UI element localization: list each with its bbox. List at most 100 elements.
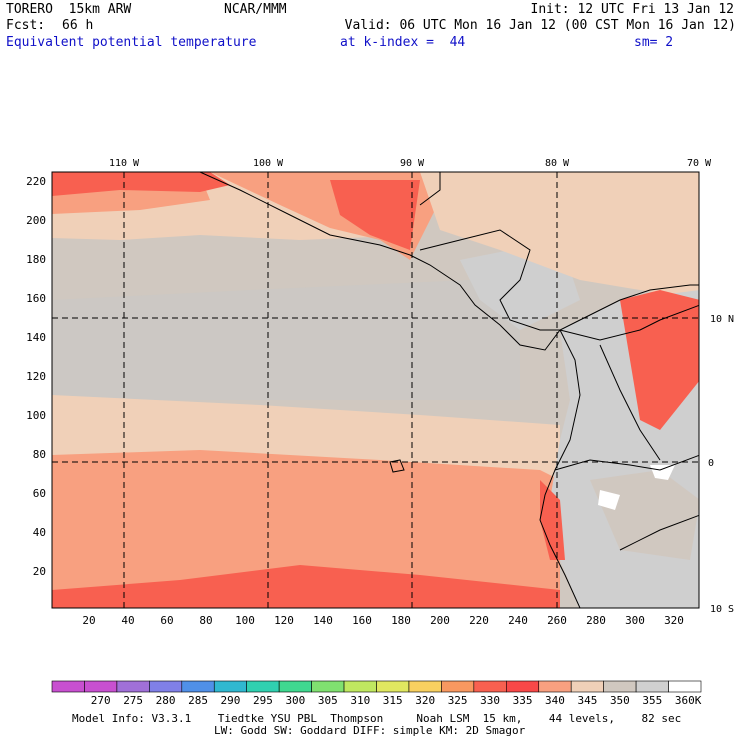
colorbar-swatch bbox=[376, 680, 410, 693]
valid-time: Valid: 06 UTC Mon 16 Jan 12 (00 CST Mon … bbox=[344, 18, 736, 33]
field-grey-amazon bbox=[590, 470, 699, 560]
coastline-south-america-west bbox=[539, 329, 581, 608]
colorbar-swatch bbox=[51, 680, 85, 693]
x-index-ticks: 20 40 60 80 100 120 140 160 180 200 220 … bbox=[82, 614, 684, 627]
graticule bbox=[52, 172, 699, 608]
colorbar-label: 315 bbox=[382, 694, 403, 707]
colorbar-swatch bbox=[408, 680, 442, 693]
colorbar-swatch bbox=[603, 680, 637, 693]
y-tick: 140 bbox=[26, 331, 46, 344]
colorbar-label: 340 bbox=[545, 694, 565, 707]
y-tick: 220 bbox=[26, 175, 46, 188]
colorbar-swatch bbox=[343, 680, 377, 693]
y-tick: 40 bbox=[33, 526, 46, 539]
coastlines bbox=[199, 172, 699, 608]
colorbar-swatch bbox=[570, 680, 604, 693]
field-red-south bbox=[52, 565, 560, 608]
field-white-patch-2 bbox=[650, 465, 675, 480]
model-title: TORERO 15km ARW bbox=[6, 2, 132, 17]
lat-label-0: 0 bbox=[708, 458, 714, 469]
map-frame bbox=[51, 171, 700, 609]
lat-label-10n: 10 N bbox=[710, 314, 734, 325]
y-tick: 80 bbox=[33, 448, 46, 461]
colorbar-label: 360 bbox=[674, 694, 695, 707]
colorbar bbox=[51, 680, 702, 693]
colorbar-swatch bbox=[538, 680, 572, 693]
coastline-pacific-central-america bbox=[199, 172, 699, 351]
colorbar-swatch bbox=[668, 680, 702, 693]
colorbar-swatch bbox=[213, 680, 248, 693]
colorbar-label: 275 bbox=[123, 694, 144, 707]
x-tick: 80 bbox=[199, 614, 212, 627]
x-tick: 20 bbox=[82, 614, 95, 627]
lon-label-90w: 90 W bbox=[400, 158, 425, 169]
y-tick: 200 bbox=[26, 214, 46, 227]
colorbar-swatch bbox=[505, 680, 540, 693]
colorbar-label: 310 bbox=[350, 694, 371, 707]
colorbar-swatch bbox=[311, 680, 345, 693]
field-peach-caribbean bbox=[420, 172, 699, 300]
level-label: at k-index = 44 bbox=[340, 35, 466, 50]
colorbar-swatch bbox=[84, 680, 118, 693]
border-colombia-ecuador bbox=[599, 344, 661, 461]
colorbar-swatch bbox=[278, 680, 312, 693]
forecast-hour: 66 h bbox=[62, 18, 94, 33]
coastline-yucatan bbox=[419, 172, 441, 206]
x-tick: 280 bbox=[586, 614, 606, 627]
colorbar-unit: K bbox=[694, 694, 702, 707]
field-salmon-south bbox=[52, 450, 560, 608]
lat-labels: 10 N 0 10 S bbox=[708, 314, 734, 615]
colorbar-swatch bbox=[116, 680, 150, 693]
field-name: Equivalent potential temperature bbox=[6, 35, 257, 50]
lon-label-80w: 80 W bbox=[545, 158, 570, 169]
x-tick: 120 bbox=[274, 614, 294, 627]
y-tick: 160 bbox=[26, 292, 46, 305]
colorbar-label: 325 bbox=[447, 694, 468, 707]
x-tick: 320 bbox=[664, 614, 684, 627]
colorbar-label: 350 bbox=[609, 694, 630, 707]
colorbar-label: 355 bbox=[642, 694, 663, 707]
colorbar-label: 305 bbox=[317, 694, 338, 707]
x-tick: 40 bbox=[121, 614, 134, 627]
border-peru-brazil bbox=[619, 514, 699, 551]
x-tick: 160 bbox=[352, 614, 372, 627]
model-info-line1: Model Info: V3.3.1 Tiedtke YSU PBL Thomp… bbox=[72, 712, 682, 725]
y-index-ticks: 220 200 180 160 140 120 100 80 60 40 20 bbox=[26, 175, 46, 578]
field-red-guatemala bbox=[330, 180, 420, 250]
border-colombia-venezuela bbox=[559, 304, 699, 341]
lon-label-100w: 100 W bbox=[253, 158, 284, 169]
y-tick: 100 bbox=[26, 409, 46, 422]
x-tick: 200 bbox=[430, 614, 450, 627]
y-tick: 60 bbox=[33, 487, 46, 500]
org-label: NCAR/MMM bbox=[224, 2, 287, 17]
x-tick: 180 bbox=[391, 614, 411, 627]
y-tick: 120 bbox=[26, 370, 46, 383]
colorbar-label: 295 bbox=[252, 694, 273, 707]
map-field bbox=[52, 172, 699, 608]
init-time: Init: 12 UTC Fri 13 Jan 12 bbox=[530, 2, 735, 17]
colorbar-label: 335 bbox=[512, 694, 533, 707]
x-tick: 140 bbox=[313, 614, 333, 627]
x-tick: 300 bbox=[625, 614, 645, 627]
lon-label-110w: 110 W bbox=[109, 158, 140, 169]
colorbar-swatch bbox=[441, 680, 475, 693]
colorbar-label: 330 bbox=[480, 694, 500, 707]
colorbar-swatch bbox=[246, 680, 280, 693]
x-tick: 240 bbox=[508, 614, 528, 627]
y-tick: 20 bbox=[33, 565, 46, 578]
colorbar-label: 280 bbox=[155, 694, 176, 707]
colorbar-label: 290 bbox=[220, 694, 241, 707]
colorbar-swatch bbox=[181, 680, 215, 693]
field-grey-ocean bbox=[52, 280, 520, 400]
forecast-label: Fcst: bbox=[6, 18, 46, 33]
colorbar-label: 300 bbox=[285, 694, 306, 707]
model-info-line2: LW: Godd SW: Goddard DIFF: simple KM: 2D… bbox=[214, 724, 526, 737]
colorbar-label: 285 bbox=[188, 694, 208, 707]
x-tick: 220 bbox=[469, 614, 489, 627]
colorbar-swatch bbox=[635, 680, 669, 693]
coastline-caribbean bbox=[419, 229, 560, 331]
x-tick: 260 bbox=[547, 614, 567, 627]
field-red-north bbox=[52, 172, 230, 196]
lat-label-10s: 10 S bbox=[710, 604, 734, 615]
